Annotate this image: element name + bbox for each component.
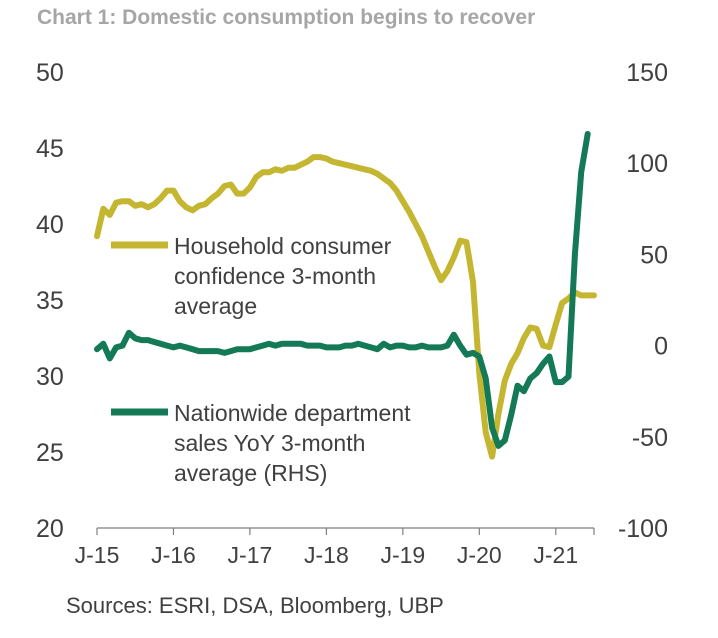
- left-tick-label: 20: [36, 515, 64, 543]
- legend-entry-department-sales: Nationwide department sales YoY 3-month …: [111, 400, 417, 486]
- right-tick-label: 0: [654, 333, 668, 361]
- left-tick-label: 25: [36, 439, 64, 467]
- right-tick-label: -50: [632, 424, 668, 452]
- right-tick-label: 150: [626, 59, 668, 87]
- right-tick-label: -100: [618, 515, 668, 543]
- x-tick-label: J-17: [228, 542, 273, 568]
- right-axis-ticks: 150 100 50 0 -50 -100: [618, 59, 668, 543]
- chart-title: Chart 1: Domestic consumption begins to …: [37, 6, 536, 29]
- x-tick-label: J-15: [75, 542, 120, 568]
- left-axis-ticks: 50 45 40 35 30 25 20: [36, 59, 64, 543]
- series-line-department-sales: [94, 131, 591, 449]
- x-tick-label: J-20: [457, 542, 502, 568]
- x-tick-label: J-18: [304, 542, 349, 568]
- series-line-household-confidence: [94, 154, 597, 460]
- legend-entry-household-confidence: Household consumer confidence 3-month av…: [111, 233, 398, 319]
- legend-label-household-confidence: Household consumer confidence 3-month av…: [174, 233, 398, 319]
- x-tick-label: J-21: [533, 542, 578, 568]
- legend-label-department-sales: Nationwide department sales YoY 3-month …: [174, 400, 417, 486]
- x-axis-ticks: J-15 J-16 J-17 J-18 J-19 J-20 J-21: [75, 528, 595, 568]
- left-tick-label: 30: [36, 363, 64, 391]
- chart-source: Sources: ESRI, DSA, Bloomberg, UBP: [66, 593, 444, 618]
- left-tick-label: 45: [36, 135, 64, 163]
- left-tick-label: 35: [36, 287, 64, 315]
- x-tick-label: J-16: [151, 542, 196, 568]
- left-tick-label: 50: [36, 59, 64, 87]
- x-tick-label: J-19: [380, 542, 425, 568]
- series-layer: [94, 131, 597, 460]
- left-tick-label: 40: [36, 211, 64, 239]
- right-tick-label: 50: [640, 241, 668, 269]
- right-tick-label: 100: [626, 150, 668, 178]
